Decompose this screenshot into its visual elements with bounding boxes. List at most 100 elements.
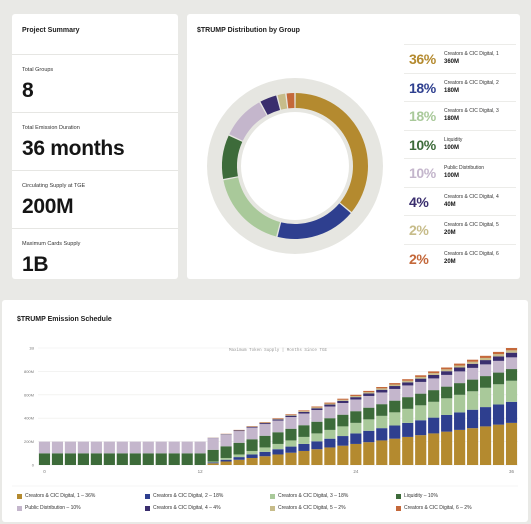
bar-segment-creators-cic-digital-3-month-34[interactable] [479,387,492,408]
bar-segment-liquidity-month-36[interactable] [505,369,518,381]
legend-row-creators-cic-digital-1[interactable]: 36% Creators & CIC Digital, 1 360M [404,44,516,72]
bar-segment-creators-cic-digital-2-month-28[interactable] [402,422,414,437]
bar-segment-creators-cic-digital-4-month-20[interactable] [298,411,310,414]
legend-row-public-distribution[interactable]: 10% Public Distribution 100M [404,158,516,186]
bar-segment-creators-cic-digital-6-month-26[interactable] [376,386,388,389]
bar-segment-public-distribution-month-21[interactable] [311,410,323,422]
bar-segment-creators-cic-digital-5-month-20[interactable] [298,411,310,412]
bar-segment-public-distribution-month-32[interactable] [454,371,466,384]
bar-segment-creators-cic-digital-6-month-28[interactable] [402,379,414,381]
bar-segment-creators-cic-digital-4-month-36[interactable] [505,352,518,358]
bar-segment-creators-cic-digital-3-month-24[interactable] [350,422,362,434]
bar-segment-creators-cic-digital-5-month-19[interactable] [285,414,297,416]
bar-segment-creators-cic-digital-3-month-19[interactable] [285,440,297,447]
bar-segment-public-distribution-month-4[interactable] [90,441,102,454]
bar-segment-creators-cic-digital-4-month-24[interactable] [350,397,362,400]
bar-segment-creators-cic-digital-4-month-29[interactable] [415,378,427,382]
bar-segment-public-distribution-month-25[interactable] [363,395,375,408]
bar-segment-creators-cic-digital-3-month-17[interactable] [259,447,271,452]
donut-slice-creators-cic-digital-4[interactable] [260,95,281,115]
bar-segment-liquidity-month-33[interactable] [467,379,479,392]
bar-segment-creators-cic-digital-5-month-18[interactable] [272,418,284,420]
bar-segment-creators-cic-digital-2-month-26[interactable] [376,428,388,441]
donut-slice-creators-cic-digital-3[interactable] [223,177,281,237]
bar-segment-creators-cic-digital-1-month-36[interactable] [505,422,518,465]
bar-segment-public-distribution-month-27[interactable] [389,388,401,401]
bar-segment-creators-cic-digital-3-month-29[interactable] [415,405,427,421]
bar-segment-creators-cic-digital-1-month-14[interactable] [220,461,232,465]
donut-slice-creators-cic-digital-6[interactable] [286,93,295,109]
bar-segment-creators-cic-digital-6-month-31[interactable] [441,367,453,370]
bar-segment-public-distribution-month-17[interactable] [259,424,271,436]
bar-segment-creators-cic-digital-4-month-26[interactable] [376,389,388,393]
bar-segment-creators-cic-digital-5-month-29[interactable] [415,376,427,379]
bar-segment-public-distribution-month-20[interactable] [298,413,310,426]
bar-segment-liquidity-month-14[interactable] [220,446,232,458]
bar-segment-creators-cic-digital-2-month-32[interactable] [454,412,466,430]
bar-segment-creators-cic-digital-6-month-29[interactable] [415,375,427,377]
bar-segment-liquidity-month-34[interactable] [479,376,492,388]
bar-segment-public-distribution-month-33[interactable] [467,367,479,380]
bar-segment-creators-cic-digital-3-month-31[interactable] [441,398,453,415]
bar-segment-creators-cic-digital-2-month-27[interactable] [389,425,401,439]
bar-segment-creators-cic-digital-3-month-18[interactable] [272,443,284,450]
bar-segment-liquidity-month-9[interactable] [155,453,167,465]
bar-segment-creators-cic-digital-6-month-21[interactable] [311,406,323,408]
bar-segment-public-distribution-month-9[interactable] [155,441,167,454]
bar-segment-creators-cic-digital-1-month-19[interactable] [285,452,297,465]
bar-segment-liquidity-month-27[interactable] [389,400,401,413]
bar-segment-creators-cic-digital-5-month-34[interactable] [479,357,492,361]
bar-segment-creators-cic-digital-4-month-31[interactable] [441,371,453,375]
bar-segment-liquidity-month-10[interactable] [168,453,180,465]
bar-segment-public-distribution-month-0[interactable] [38,441,51,454]
bar-segment-liquidity-month-18[interactable] [272,432,284,444]
bar-segment-creators-cic-digital-4-month-16[interactable] [246,426,258,428]
bar-segment-creators-cic-digital-2-month-29[interactable] [415,420,427,436]
bar-segment-public-distribution-month-18[interactable] [272,420,284,433]
bar-segment-creators-cic-digital-4-month-21[interactable] [311,408,323,411]
bar-segment-public-distribution-month-6[interactable] [116,441,128,454]
bar-segment-liquidity-month-16[interactable] [246,439,258,451]
bar-segment-public-distribution-month-29[interactable] [415,381,427,394]
bar-segment-creators-cic-digital-1-month-15[interactable] [233,459,245,465]
bar-segment-creators-cic-digital-2-month-15[interactable] [233,457,245,460]
bar-segment-creators-cic-digital-3-month-30[interactable] [428,401,440,418]
bar-segment-liquidity-month-24[interactable] [350,411,362,423]
bar-segment-creators-cic-digital-5-month-35[interactable] [492,354,505,357]
bar-segment-public-distribution-month-14[interactable] [220,434,232,447]
bar-segment-liquidity-month-28[interactable] [402,397,414,409]
bar-segment-creators-cic-digital-2-month-31[interactable] [441,414,453,432]
bar-segment-public-distribution-month-10[interactable] [168,441,180,454]
bar-segment-creators-cic-digital-1-month-34[interactable] [479,426,492,465]
bar-segment-liquidity-month-11[interactable] [181,453,193,465]
bar-segment-public-distribution-month-12[interactable] [194,441,206,454]
bar-segment-public-distribution-month-16[interactable] [246,427,258,440]
bar-segment-creators-cic-digital-1-month-35[interactable] [492,424,505,465]
bar-segment-creators-cic-digital-3-month-36[interactable] [505,380,518,402]
bar-segment-creators-cic-digital-6-month-22[interactable] [324,402,336,404]
bar-segment-creators-cic-digital-2-month-24[interactable] [350,433,362,444]
bar-segment-creators-cic-digital-6-month-19[interactable] [285,414,297,415]
legend-row-creators-cic-digital-4[interactable]: 4% Creators & CIC Digital, 4 40M [404,186,516,215]
bar-segment-liquidity-month-4[interactable] [90,453,102,465]
bar-segment-creators-cic-digital-4-month-32[interactable] [454,367,466,372]
bar-segment-public-distribution-month-26[interactable] [376,392,388,405]
bar-segment-public-distribution-month-19[interactable] [285,417,297,429]
bar-segment-creators-cic-digital-1-month-27[interactable] [389,438,401,465]
bar-segment-creators-cic-digital-3-month-26[interactable] [376,415,388,429]
bar-segment-creators-cic-digital-2-month-18[interactable] [272,449,284,455]
bar-segment-creators-cic-digital-5-month-25[interactable] [363,392,375,394]
bar-segment-creators-cic-digital-2-month-36[interactable] [505,401,518,423]
bar-segment-creators-cic-digital-3-month-22[interactable] [324,429,336,439]
bar-segment-public-distribution-month-15[interactable] [233,431,245,443]
bar-segment-public-distribution-month-36[interactable] [505,357,518,370]
bar-segment-creators-cic-digital-1-month-23[interactable] [337,445,349,465]
bar-segment-creators-cic-digital-6-month-36[interactable] [505,348,518,351]
bar-segment-liquidity-month-25[interactable] [363,407,375,420]
bar-segment-liquidity-month-0[interactable] [38,453,51,465]
bar-segment-creators-cic-digital-2-month-13[interactable] [207,462,219,464]
legend-row-creators-cic-digital-2[interactable]: 18% Creators & CIC Digital, 2 180M [404,72,516,101]
bar-segment-creators-cic-digital-2-month-23[interactable] [337,436,349,446]
bar-segment-liquidity-month-35[interactable] [492,372,505,385]
bar-segment-liquidity-month-12[interactable] [194,453,206,465]
